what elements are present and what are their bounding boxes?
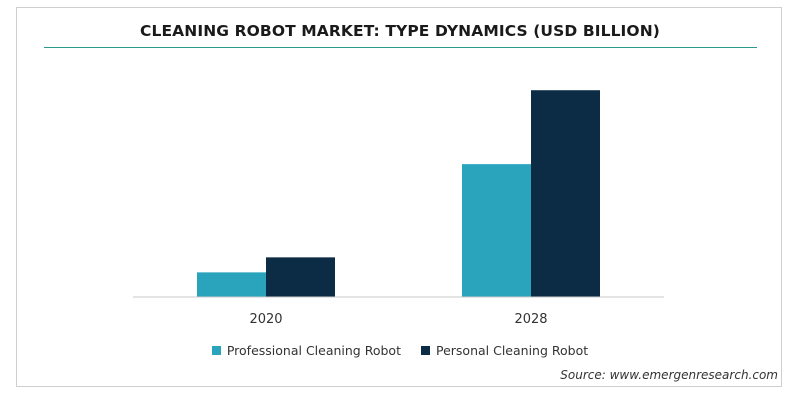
x-tick-labels: 2020 2028 <box>249 312 547 327</box>
bar-personal-2020 <box>266 257 335 297</box>
title-divider <box>44 47 757 48</box>
bar-professional-2020 <box>197 272 266 297</box>
legend-swatch-personal <box>420 346 430 355</box>
x-tick-label-2028: 2028 <box>514 312 547 327</box>
bar-personal-2028 <box>531 90 600 297</box>
legend: Professional Cleaning Robot Personal Cle… <box>0 343 800 358</box>
legend-item-personal: Personal Cleaning Robot <box>420 343 589 358</box>
source-note: Source: www.emergenresearch.com <box>560 368 778 382</box>
legend-item-professional: Professional Cleaning Robot <box>211 343 401 358</box>
bars-group <box>197 90 600 297</box>
chart-frame <box>16 7 782 387</box>
legend-label-personal: Personal Cleaning Robot <box>435 343 589 358</box>
chart-title: CLEANING ROBOT MARKET: TYPE DYNAMICS (US… <box>140 22 660 40</box>
legend-swatch-professional <box>211 346 221 355</box>
x-tick-label-2020: 2020 <box>249 312 282 327</box>
legend-label-professional: Professional Cleaning Robot <box>226 343 401 358</box>
bar-professional-2028 <box>462 164 531 297</box>
